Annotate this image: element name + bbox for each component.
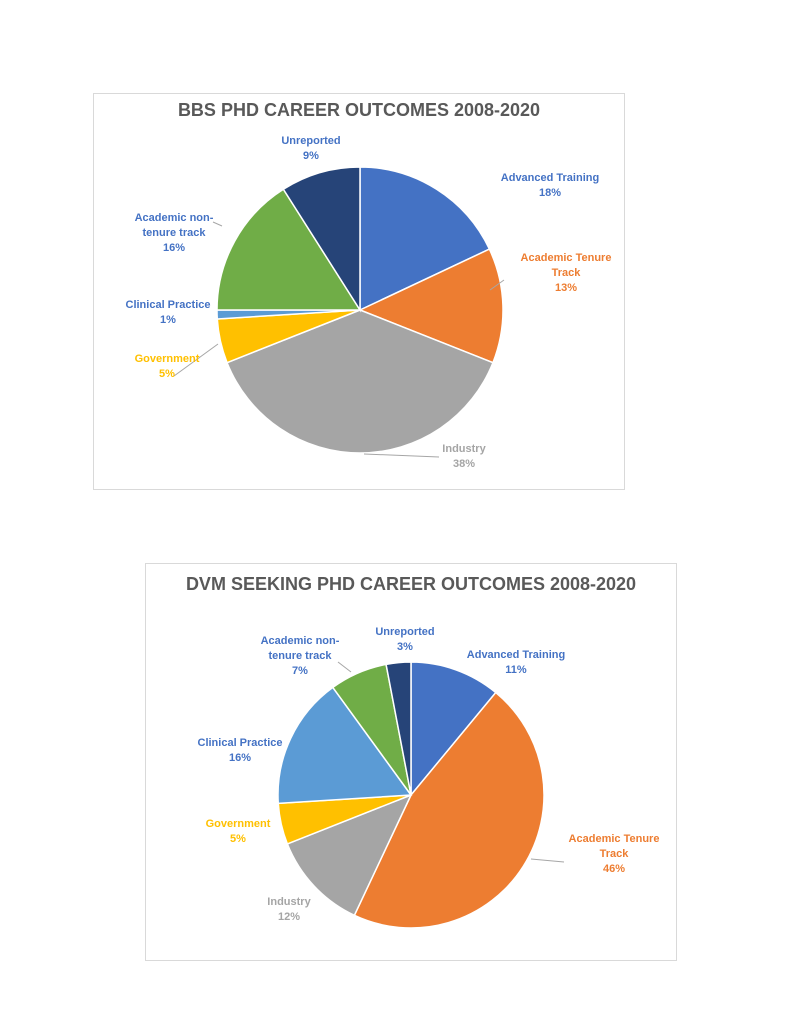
data-label-name-line: Academic Tenure — [520, 252, 612, 264]
pie-slice-advanced-training — [359, 166, 491, 312]
pie-slice-industry — [226, 309, 494, 454]
data-label-name-line: Industry — [267, 896, 311, 908]
data-label-clinical-practice: Clinical Practice 1% — [116, 298, 220, 328]
data-label-industry: Industry 38% — [427, 442, 501, 472]
data-label-name-line: Academic Tenure — [568, 833, 660, 845]
data-label-name-line: Advanced Training — [500, 172, 600, 184]
dvm-career-outcomes-chart: DVM SEEKING PHD CAREER OUTCOMES 2008-202… — [145, 563, 677, 961]
data-label-name-line: Unreported — [375, 626, 435, 638]
leader-line-academic-non-tenure-track — [212, 221, 223, 227]
chart-title: DVM SEEKING PHD CAREER OUTCOMES 2008-202… — [185, 574, 637, 594]
data-label-percent: 18% — [538, 187, 562, 199]
data-label-advanced-training: Advanced Training 18% — [485, 171, 615, 201]
data-label-name-line: Academic non- — [134, 212, 214, 224]
data-label-name-line: Government — [134, 353, 200, 365]
data-label-name-line: Track — [599, 848, 629, 860]
data-label-percent: 5% — [159, 368, 175, 380]
data-label-name-line: Government — [205, 818, 271, 830]
pie-slice-unreported — [385, 661, 412, 796]
pie-slice-clinical-practice — [277, 686, 413, 805]
data-label-name-line: Advanced Training — [466, 649, 566, 661]
data-label-advanced-training: Advanced Training 11% — [460, 648, 572, 678]
data-label-name-line: Academic non- — [260, 635, 340, 647]
data-label-clinical-practice: Clinical Practice 16% — [190, 736, 290, 766]
pie-slice-academic-tenure-track — [353, 691, 545, 929]
data-label-government: Government 5% — [122, 352, 212, 382]
pie-chart — [173, 166, 505, 458]
data-label-name-line: tenure track — [142, 227, 206, 239]
data-label-percent: 11% — [505, 664, 527, 676]
leader-line-academic-non-tenure-track — [337, 661, 352, 673]
data-label-percent: 9% — [303, 150, 319, 162]
data-label-name-line: Clinical Practice — [125, 299, 211, 311]
data-label-percent: 5% — [230, 833, 246, 845]
data-label-percent: 16% — [162, 242, 186, 254]
pie-chart — [277, 661, 565, 929]
leader-line-government — [173, 343, 219, 377]
pie-slice-advanced-training — [410, 661, 497, 798]
leader-line-industry — [363, 453, 440, 458]
data-label-percent: 46% — [602, 863, 626, 875]
leader-line-academic-tenure-track — [530, 858, 565, 863]
data-label-academic-tenure-track: Academic Tenure Track 13% — [506, 251, 626, 296]
data-label-percent: 16% — [228, 752, 252, 764]
chart-title: BBS PHD CAREER OUTCOMES 2008-2020 — [177, 100, 541, 120]
data-label-percent: 7% — [292, 665, 308, 677]
data-label-name-line: Track — [551, 267, 581, 279]
pie-slice-academic-tenure-track — [358, 248, 504, 364]
data-label-academic-non-tenure-track: Academic non-tenure track 16% — [124, 211, 224, 256]
pie-slice-academic-non-tenure-track — [216, 188, 362, 311]
data-label-unreported: Unreported 9% — [270, 134, 352, 164]
pie-slice-industry — [286, 793, 413, 917]
data-label-percent: 1% — [160, 314, 176, 326]
data-label-name-line: tenure track — [268, 650, 332, 662]
data-label-name-line: Unreported — [281, 135, 341, 147]
bbs-career-outcomes-chart: BBS PHD CAREER OUTCOMES 2008-2020 Advanc… — [93, 93, 625, 490]
data-label-percent: 3% — [397, 641, 413, 653]
pie-slice-unreported — [282, 166, 361, 313]
data-label-unreported: Unreported 3% — [366, 625, 444, 655]
data-label-percent: 13% — [554, 282, 578, 294]
data-label-academic-non-tenure-track: Academic non-tenure track 7% — [252, 634, 348, 679]
data-label-percent: 38% — [452, 458, 476, 470]
data-label-name-line: Industry — [442, 443, 486, 455]
data-label-academic-tenure-track: Academic Tenure Track 46% — [564, 832, 664, 877]
leader-line-academic-tenure-track — [489, 279, 505, 291]
data-label-percent: 12% — [277, 911, 301, 923]
data-label-government: Government 5% — [198, 817, 278, 847]
data-label-name-line: Clinical Practice — [197, 737, 283, 749]
data-label-industry: Industry 12% — [256, 895, 322, 925]
